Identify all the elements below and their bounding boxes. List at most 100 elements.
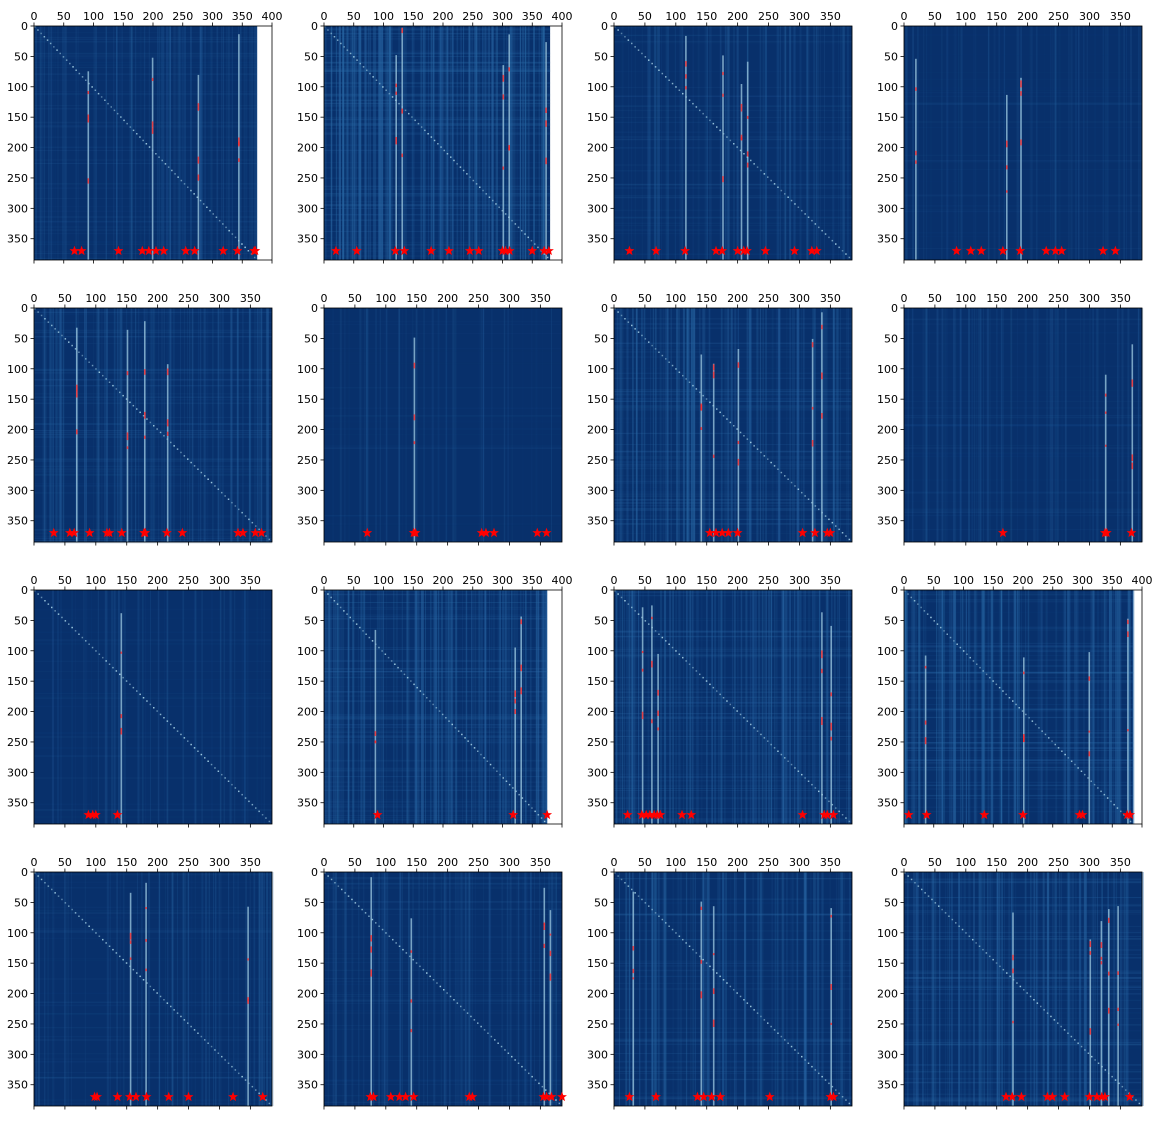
cell-stripe bbox=[1107, 26, 1108, 260]
diagonal-cell bbox=[97, 92, 100, 95]
diagonal-cell bbox=[215, 216, 218, 218]
x-tick-label: 100 bbox=[85, 292, 106, 305]
diagonal-cell bbox=[961, 928, 964, 931]
diagonal-cell bbox=[712, 968, 715, 971]
cell-stripe bbox=[116, 26, 118, 260]
row-stripe bbox=[904, 949, 1142, 951]
cell-stripe bbox=[654, 26, 656, 260]
cell-stripe bbox=[950, 590, 953, 824]
x-tick-label: 200 bbox=[147, 574, 168, 587]
row-stripe bbox=[324, 882, 562, 884]
row-stripe bbox=[34, 220, 258, 223]
cell-stripe bbox=[931, 872, 933, 1106]
diagonal-cell bbox=[204, 475, 206, 477]
cell-stripe bbox=[236, 308, 239, 542]
cell-stripe bbox=[330, 26, 333, 260]
diagonal-cell bbox=[726, 700, 728, 702]
row-stripe bbox=[904, 1047, 1142, 1049]
row-stripe bbox=[34, 809, 272, 811]
diagonal-cell bbox=[324, 26, 326, 28]
cell-stripe bbox=[658, 872, 660, 1106]
row-stripe bbox=[34, 36, 258, 38]
y-tick-label: 150 bbox=[877, 957, 898, 970]
diagonal-cell bbox=[375, 643, 377, 645]
diagonal-cell bbox=[794, 485, 796, 487]
diagonal-cell bbox=[770, 743, 772, 746]
diagonal-cell bbox=[136, 690, 138, 692]
heatmap-panel-9: 0 50 100 150 200 250 300 3500501001502002503003… bbox=[7, 574, 273, 828]
diagonal-cell bbox=[324, 590, 326, 592]
diagonal-cell bbox=[40, 596, 43, 599]
row-stripe bbox=[614, 398, 852, 400]
y-tick-label: 250 bbox=[7, 172, 28, 185]
cell-stripe bbox=[217, 308, 220, 542]
row-stripe bbox=[34, 1001, 272, 1004]
cell-stripe bbox=[770, 590, 773, 824]
cell-stripe bbox=[379, 26, 382, 260]
cell-stripe bbox=[914, 872, 917, 1106]
diagonal-cell bbox=[355, 623, 358, 625]
diagonal-cell bbox=[1009, 975, 1011, 978]
diagonal-cell bbox=[439, 985, 442, 988]
hot-spot bbox=[722, 176, 724, 183]
cell-stripe bbox=[379, 308, 381, 542]
diagonal-cell bbox=[200, 471, 203, 474]
diagonal-cell bbox=[381, 650, 383, 652]
diagonal-cell bbox=[190, 743, 192, 746]
diagonal-cell bbox=[413, 683, 415, 686]
diagonal-cell bbox=[668, 79, 670, 81]
diagonal-cell bbox=[461, 733, 463, 736]
cell-stripe bbox=[1058, 26, 1061, 260]
diagonal-cell bbox=[443, 989, 445, 991]
row-stripe bbox=[34, 529, 272, 530]
x-tick-label: 150 bbox=[986, 10, 1007, 23]
cell-stripe bbox=[650, 308, 652, 542]
diagonal-cell bbox=[436, 982, 438, 984]
diagonal-cell bbox=[224, 1059, 226, 1061]
row-stripe bbox=[614, 34, 852, 36]
cell-stripe bbox=[364, 308, 366, 542]
x-tick-label: 100 bbox=[83, 10, 104, 23]
cell-stripe bbox=[913, 872, 915, 1106]
cell-stripe bbox=[245, 26, 248, 260]
cell-stripe bbox=[678, 590, 681, 824]
diagonal-cell bbox=[688, 381, 691, 383]
row-stripe bbox=[904, 972, 1142, 974]
axes-frame bbox=[903, 871, 1143, 1107]
axes-frame bbox=[33, 307, 273, 543]
cell-stripe bbox=[358, 26, 361, 260]
row-stripe bbox=[904, 697, 1134, 699]
diagonal-cell bbox=[972, 938, 974, 941]
row-stripe bbox=[34, 183, 258, 185]
cell-stripe bbox=[670, 308, 672, 542]
diagonal-cell bbox=[521, 797, 524, 799]
row-stripe bbox=[34, 1013, 272, 1015]
cell-stripe bbox=[776, 308, 778, 542]
cell-stripe bbox=[734, 872, 737, 1106]
star-marker bbox=[69, 527, 80, 538]
row-stripe bbox=[614, 487, 852, 489]
cell-stripe bbox=[786, 872, 788, 1106]
hot-spot bbox=[924, 720, 927, 725]
diagonal-cell bbox=[37, 875, 39, 877]
attention-column bbox=[545, 42, 547, 260]
cell-stripe bbox=[545, 590, 548, 824]
star-marker bbox=[64, 527, 75, 538]
diagonal-cell bbox=[54, 610, 56, 612]
y-tick-label: 250 bbox=[877, 172, 898, 185]
cell-stripe bbox=[955, 308, 957, 542]
heatmap-panel-10: 0 50 100 150 200 250 300 350 4000501001502002503… bbox=[297, 574, 573, 828]
cell-stripe bbox=[120, 308, 122, 542]
cell-stripe bbox=[34, 590, 36, 824]
diagonal-cell bbox=[51, 606, 53, 609]
row-stripe bbox=[614, 391, 852, 393]
cell-stripe bbox=[1112, 590, 1114, 824]
hot-spot bbox=[700, 906, 703, 910]
row-stripe bbox=[324, 718, 548, 720]
diagonal-cell bbox=[81, 918, 84, 921]
diagonal-cell bbox=[44, 882, 46, 884]
diagonal-cell bbox=[760, 1015, 762, 1018]
row-stripe bbox=[614, 717, 852, 719]
cell-stripe bbox=[804, 590, 806, 824]
heatmap-field bbox=[324, 308, 562, 542]
